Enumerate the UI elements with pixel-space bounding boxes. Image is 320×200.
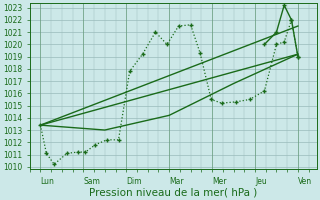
X-axis label: Pression niveau de la mer( hPa ): Pression niveau de la mer( hPa ) — [89, 187, 258, 197]
